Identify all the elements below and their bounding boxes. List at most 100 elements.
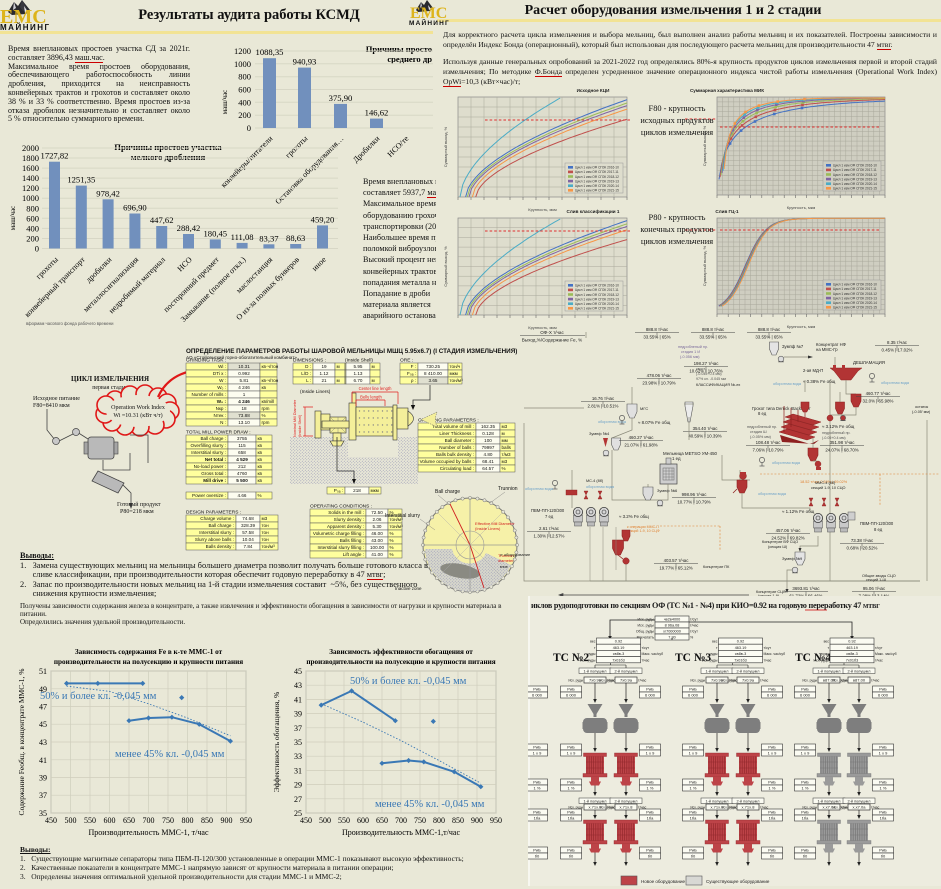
svg-text:1ба: 1ба [769, 816, 776, 821]
svg-text:Исх. руды: Исх. руды [802, 806, 817, 810]
svg-text:Цикл 1 изм ОФ СГОК 2018-12: Цикл 1 изм ОФ СГОК 2018-12 [833, 292, 877, 296]
svg-text:м3: м3 [262, 516, 268, 521]
svg-text:Volume occupied by balls :: Volume occupied by balls : [420, 459, 474, 464]
svg-text:459,20: 459,20 [311, 214, 335, 224]
svg-text:тон/м³: тон/м³ [390, 524, 404, 529]
svg-text:888.8 т/час: 888.8 т/час [646, 327, 669, 332]
svg-text:Исх. руды: Исх. руды [832, 679, 847, 683]
svg-text:8 ед: 8 ед [874, 527, 883, 532]
svg-text:Цикл 1 изм ОФ СГОК 2017-11: Цикл 1 изм ОФ СГОК 2017-11 [575, 288, 619, 292]
svg-text:Цикл 1 изм ОФ СГОК 2021-15: Цикл 1 изм ОФ СГОК 2021-15 [833, 187, 877, 191]
svg-text:Ball charge :: Ball charge : [208, 523, 234, 528]
svg-text:оборотная вода: оборотная вода [772, 461, 801, 465]
svg-text:оборотная вода: оборотная вода [758, 492, 787, 496]
svg-text:Выход,%/Содержание Fe, %: Выход,%/Содержание Fe, % [522, 338, 583, 343]
svg-text:400: 400 [238, 97, 251, 107]
svg-text:0: 0 [35, 244, 39, 254]
svg-text:Lift angle :: Lift angle : [343, 552, 364, 557]
svg-text:Цикл 1 изм ОФ СГОК 2017-11: Цикл 1 изм ОФ СГОК 2017-11 [833, 168, 877, 172]
svg-text:6 000: 6 000 [688, 693, 699, 698]
svg-text:б0: б0 [535, 854, 540, 859]
svg-text:м3: м3 [502, 459, 508, 464]
svg-text:1-й полуцикл: 1-й полуцикл [584, 669, 607, 673]
svg-text:2-й полуцикл: 2-й полуцикл [615, 669, 638, 673]
svg-text:руды: руды [588, 652, 596, 656]
svg-text:W₀ :: W₀ : [217, 399, 227, 404]
svg-text:МС-4 (8б): МС-4 (8б) [586, 479, 604, 483]
svg-text:Зумпф №6: Зумпф №6 [657, 488, 678, 493]
svg-text:т/сут: т/сут [690, 630, 698, 634]
svg-text:Liner Thickness :: Liner Thickness : [439, 431, 474, 436]
svg-text:0.92: 0.92 [615, 640, 622, 644]
svg-text:16.76 т/час: 16.76 т/час [592, 396, 615, 401]
svg-text:45: 45 [294, 667, 302, 676]
svg-text:P80=218 мкм: P80=218 мкм [120, 509, 154, 515]
svg-text:РиБ: РиБ [646, 780, 654, 785]
svg-text:1 %: 1 % [880, 786, 887, 791]
svg-text:19.77% | 65.12%: 19.77% | 65.12% [659, 566, 692, 571]
svg-text:658: 658 [238, 450, 246, 455]
svg-text:6 000: 6 000 [566, 693, 577, 698]
svg-text:КЛАССИФИКАЦИЯ №-ех: КЛАССИФИКАЦИЯ №-ех [696, 383, 740, 387]
svg-text:0.128: 0.128 [482, 431, 494, 436]
svg-text:т/сут: т/сут [764, 646, 772, 650]
svg-text:1 х 9: 1 х 9 [801, 751, 810, 756]
svg-text:7х01б3: 7х01б3 [734, 658, 747, 662]
svg-text:1600: 1600 [22, 163, 39, 173]
svg-text:P₀ₐ :: P₀ₐ : [334, 488, 343, 493]
svg-text:800: 800 [26, 203, 39, 213]
svg-text:т/сут: т/сут [642, 646, 650, 650]
svg-text:1 х 9: 1 х 9 [533, 751, 542, 756]
svg-text:Balls filling :: Balls filling : [340, 538, 364, 543]
svg-text:т/час: т/час [760, 806, 769, 810]
svg-text:700: 700 [143, 816, 155, 825]
svg-text:7х0.9а: 7х0.9а [711, 678, 724, 683]
svg-text:РиБ: РиБ [646, 810, 654, 815]
svg-text:чв2в4000: чв2в4000 [664, 618, 681, 622]
svg-text:Цикл 1 изм ОФ СГОК 2020-14: Цикл 1 изм ОФ СГОК 2020-14 [575, 302, 619, 306]
svg-text:1000: 1000 [22, 193, 39, 203]
svg-text:РиБ: РиБ [879, 848, 887, 853]
svg-text:%: % [690, 636, 694, 640]
svg-text:Wi =10.31 (кВт ч/т): Wi =10.31 (кВт ч/т) [113, 412, 162, 419]
svg-text:Зумпф №9: Зумпф №9 [782, 556, 803, 561]
svg-text:2-ая МД-П: 2-ая МД-П [803, 368, 823, 373]
svg-text:Nкр :: Nкр : [216, 406, 226, 411]
svg-text:1 х 9: 1 х 9 [567, 751, 576, 756]
svg-text:РиБ: РиБ [533, 687, 541, 692]
svg-text:мкм: мкм [450, 371, 458, 376]
svg-text:33.55% | 65%: 33.55% | 65% [755, 335, 782, 340]
svg-text:TOTAL MILL POWER DRAW :: TOTAL MILL POWER DRAW : [186, 430, 251, 436]
svg-text:1ба: 1ба [568, 816, 575, 821]
svg-text:маш/час: маш/час [221, 90, 229, 115]
svg-text:7 ед: 7 ед [545, 514, 554, 519]
svg-text:Gross total :: Gross total : [201, 471, 226, 476]
svg-text:998.96 т/час: 998.96 т/час [682, 492, 708, 497]
svg-text:79997: 79997 [482, 445, 495, 450]
svg-text:180,45: 180,45 [203, 228, 227, 238]
svg-text:8 410.00: 8 410.00 [424, 371, 442, 376]
svg-text:Исх. руды: Исх. руды [702, 658, 718, 662]
svg-text:в87.00: в87.00 [853, 678, 866, 683]
svg-text:6 000: 6 000 [800, 693, 811, 698]
svg-text:(-0.05+0.4 мм): (-0.05+0.4 мм) [822, 436, 846, 440]
svg-text:0: 0 [247, 123, 251, 133]
svg-text:2-й полуцикл: 2-й полуцикл [615, 799, 638, 803]
svg-text:978,42: 978,42 [96, 188, 120, 198]
svg-text:950: 950 [490, 816, 502, 825]
svg-text:РиБ: РиБ [533, 745, 541, 750]
svg-text:т/час: т/час [760, 679, 769, 683]
svg-text:тон/м³: тон/м³ [262, 544, 276, 549]
svg-text:Цикл 1 изм ОФ СГОК 2019-13: Цикл 1 изм ОФ СГОК 2019-13 [575, 297, 619, 301]
svg-text:F80=8410 мкм: F80=8410 мкм [33, 403, 70, 409]
svg-text:rpm: rpm [262, 406, 270, 411]
svg-text:оборотная вода: оборотная вода [598, 420, 627, 424]
svg-text:Interstitial slurry :: Interstitial slurry : [191, 450, 226, 455]
svg-text:т/час: т/час [607, 806, 616, 810]
svg-text:Overfilling slurry :: Overfilling slurry : [191, 443, 226, 448]
svg-text:мкм: мкм [371, 488, 379, 493]
svg-text:РиБ: РиБ [801, 810, 809, 815]
svg-text:Solids in the mill :: Solids in the mill : [328, 510, 364, 515]
svg-text:800: 800 [238, 72, 251, 82]
svg-text:(-0.05% мм): (-0.05% мм) [750, 435, 772, 439]
